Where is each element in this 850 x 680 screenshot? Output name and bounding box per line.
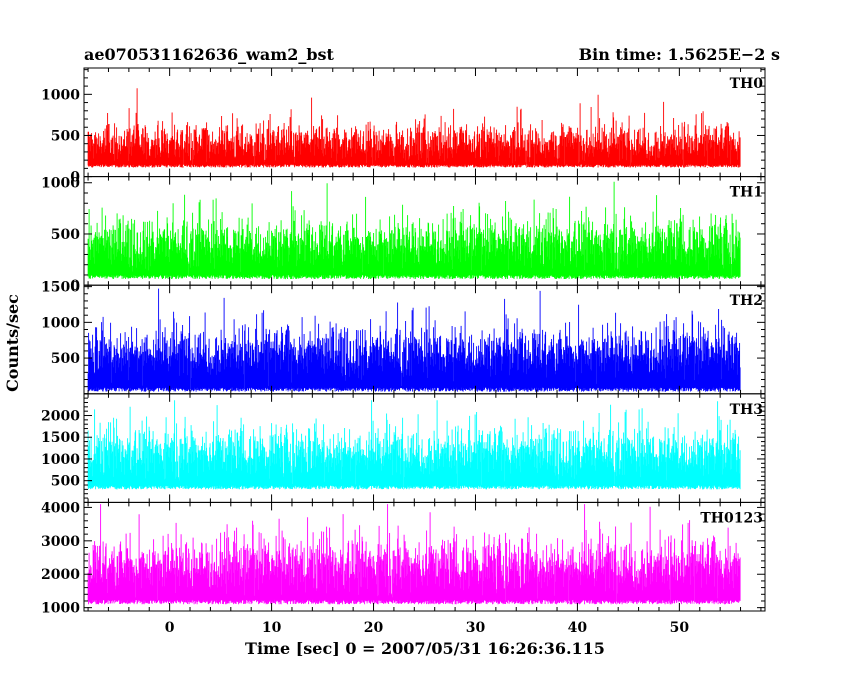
x-tick-label: 20	[364, 620, 384, 636]
y-tick-label: 4000	[41, 500, 80, 516]
panel-label: TH3	[730, 402, 763, 418]
x-tick-label: 50	[670, 620, 690, 636]
panel-frame	[83, 501, 766, 612]
series-th3	[87, 400, 741, 490]
bin-time-label: Bin time: 1.5625E−2 s	[579, 45, 780, 64]
y-tick-label: 500	[51, 351, 80, 367]
y-tick-label: 1000	[41, 601, 80, 617]
series-th1	[87, 181, 741, 280]
panel-label: TH2	[730, 293, 763, 309]
y-tick-label: 1000	[41, 87, 80, 103]
panel-th1: 0 500 1000 TH1	[41, 176, 766, 294]
series-th0123	[87, 504, 741, 605]
y-tick-label: 500	[51, 474, 80, 490]
panel-label: TH0123	[700, 510, 763, 526]
panel-th0123: 1000 2000 3000 4000 TH0123	[41, 500, 766, 617]
y-tick-label: 2000	[41, 409, 80, 425]
chart-title: ae070531162636_wam2_bst	[84, 45, 335, 64]
y-tick-label: 0	[70, 170, 80, 186]
x-tick-label: 40	[568, 620, 588, 636]
y-tick-label: 1000	[41, 315, 80, 331]
x-tick-label: 30	[466, 620, 486, 636]
panel-th2: 500 1000 1500 TH2	[41, 280, 766, 395]
x-tick-label: 10	[262, 620, 282, 636]
panel-label: TH0	[730, 76, 764, 92]
panel-th3: 500 1000 1500 2000 TH3	[41, 393, 766, 503]
y-tick-label: 0	[70, 278, 80, 294]
series-th0	[87, 88, 741, 168]
x-axis-label: Time [sec] 0 = 2007/05/31 16:26:36.115	[245, 639, 605, 658]
y-tick-label: 3000	[41, 534, 80, 550]
y-tick-label: 1500	[41, 280, 80, 296]
y-tick-label: 500	[51, 227, 80, 243]
y-tick-label: 1000	[41, 452, 80, 468]
x-tick-label: 0	[165, 620, 175, 636]
series-th2	[87, 288, 741, 392]
y-tick-label: 1500	[41, 430, 80, 446]
y-axis-label: Counts/sec	[3, 294, 22, 392]
y-tick-label: 500	[51, 128, 80, 144]
y-tick-label: 2000	[41, 567, 80, 583]
y-tick-label: 1000	[41, 176, 80, 192]
panel-label: TH1	[730, 185, 763, 201]
panel-group: 05001000TH005001000TH150010001500TH25001…	[41, 67, 766, 636]
panel-th0: 0 500 1000 TH0	[41, 67, 766, 186]
